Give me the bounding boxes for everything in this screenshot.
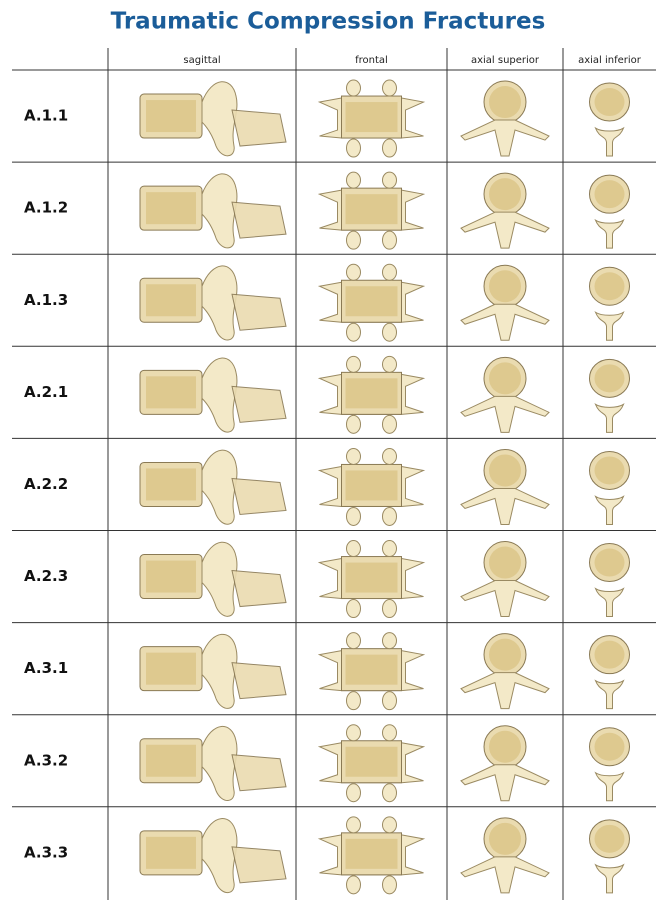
column-header: axial inferior [578, 55, 642, 66]
vertebra-illustration [139, 818, 287, 894]
vertebra-illustration [460, 80, 550, 157]
row-label: A.3.3 [24, 843, 68, 861]
vertebra-illustration [319, 263, 424, 342]
vertebra-illustration [319, 79, 424, 158]
vertebra-illustration [319, 447, 424, 526]
vertebra-illustration [589, 450, 630, 525]
vertebra-illustration [589, 174, 630, 249]
vertebra-illustration [139, 449, 287, 525]
vertebra-illustration [319, 540, 424, 619]
vertebra-illustration [139, 541, 287, 617]
row-label: A.2.2 [24, 475, 68, 493]
vertebra-illustration [139, 265, 287, 341]
vertebra-illustration [460, 448, 550, 525]
vertebra-illustration [319, 632, 424, 711]
column-header: sagittal [183, 55, 220, 66]
vertebra-illustration [589, 358, 630, 433]
table-cells: sagittal frontal axial superior axial infer… [24, 55, 642, 895]
vertebra-illustration [589, 266, 630, 341]
vertebra-illustration [589, 635, 630, 710]
vertebra-illustration [460, 356, 550, 433]
vertebra-illustration [589, 727, 630, 802]
vertebra-illustration [319, 724, 424, 803]
vertebra-illustration [319, 355, 424, 434]
row-label: A.2.1 [24, 383, 68, 401]
column-header: frontal [355, 55, 388, 66]
column-header: axial superior [471, 55, 540, 66]
row-label: A.3.2 [24, 751, 68, 769]
row-label: A.3.1 [24, 659, 68, 677]
row-label: A.1.2 [24, 199, 68, 217]
vertebra-illustration [589, 819, 630, 894]
vertebra-illustration [139, 633, 287, 709]
row-label: A.1.1 [24, 107, 68, 125]
vertebra-illustration [460, 264, 550, 341]
vertebra-illustration [460, 633, 550, 710]
vertebra-illustration [460, 817, 550, 894]
vertebra-illustration [460, 541, 550, 618]
vertebra-illustration [589, 543, 630, 618]
vertebra-illustration [319, 816, 424, 895]
row-label: A.2.3 [24, 567, 68, 585]
vertebra-illustration [460, 725, 550, 802]
vertebra-illustration [139, 725, 287, 802]
title: Traumatic Compression Fractures [111, 9, 546, 35]
vertebra-illustration [589, 82, 630, 157]
vertebra-illustration [139, 173, 287, 249]
table-rules [12, 48, 656, 900]
row-label: A.1.3 [24, 291, 68, 309]
vertebra-illustration [139, 357, 287, 433]
vertebra-illustration [460, 172, 550, 249]
vertebra-illustration [319, 171, 424, 250]
vertebra-illustration [139, 81, 287, 157]
